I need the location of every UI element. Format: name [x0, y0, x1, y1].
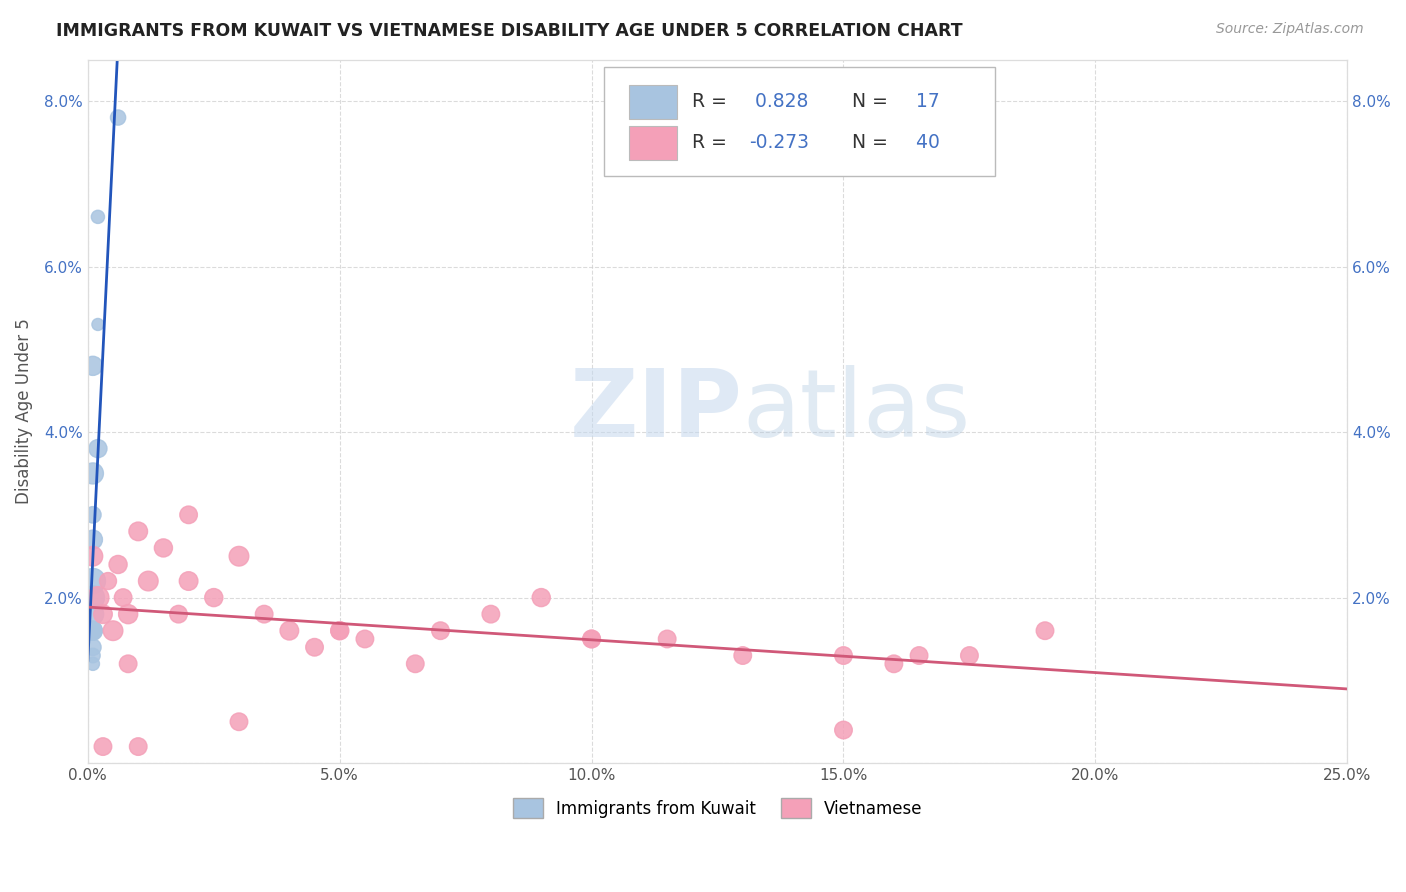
Text: 40: 40	[910, 133, 941, 153]
Y-axis label: Disability Age Under 5: Disability Age Under 5	[15, 318, 32, 504]
Point	[1033, 624, 1056, 638]
Text: atlas: atlas	[742, 366, 972, 458]
Text: 17: 17	[910, 92, 941, 112]
Text: N =: N =	[852, 92, 894, 112]
Point	[127, 739, 149, 754]
Point	[530, 591, 553, 605]
Point	[87, 318, 110, 332]
Point	[82, 657, 104, 671]
Point	[177, 574, 200, 588]
Point	[657, 632, 679, 646]
Point	[329, 624, 352, 638]
Point	[581, 632, 603, 646]
Text: 0.828: 0.828	[749, 92, 808, 112]
Point	[167, 607, 190, 622]
Legend: Immigrants from Kuwait, Vietnamese: Immigrants from Kuwait, Vietnamese	[506, 791, 929, 825]
Point	[82, 648, 104, 663]
Point	[82, 591, 104, 605]
Point	[832, 648, 855, 663]
Point	[202, 591, 225, 605]
FancyBboxPatch shape	[605, 67, 994, 176]
Point	[354, 632, 377, 646]
Point	[107, 111, 129, 125]
Text: IMMIGRANTS FROM KUWAIT VS VIETNAMESE DISABILITY AGE UNDER 5 CORRELATION CHART: IMMIGRANTS FROM KUWAIT VS VIETNAMESE DIS…	[56, 22, 963, 40]
Point	[136, 574, 159, 588]
Point	[228, 714, 250, 729]
Point	[101, 624, 124, 638]
Point	[253, 607, 276, 622]
Point	[82, 574, 104, 588]
Point	[82, 624, 104, 638]
Point	[832, 723, 855, 737]
Point	[883, 657, 905, 671]
Point	[117, 607, 139, 622]
Point	[91, 607, 114, 622]
Point	[177, 508, 200, 522]
FancyBboxPatch shape	[630, 126, 678, 160]
Text: -0.273: -0.273	[749, 133, 808, 153]
Point	[82, 640, 104, 655]
Point	[404, 657, 426, 671]
Text: R =: R =	[692, 92, 734, 112]
Point	[87, 210, 110, 224]
Point	[278, 624, 301, 638]
Point	[87, 442, 110, 456]
Point	[908, 648, 931, 663]
Point	[329, 624, 352, 638]
Point	[304, 640, 326, 655]
Point	[112, 591, 135, 605]
Point	[91, 739, 114, 754]
Point	[82, 533, 104, 547]
Point	[479, 607, 502, 622]
Text: R =: R =	[692, 133, 734, 153]
Point	[82, 508, 104, 522]
Point	[82, 607, 104, 622]
Point	[959, 648, 981, 663]
Point	[152, 541, 174, 555]
Point	[581, 632, 603, 646]
Text: ZIP: ZIP	[569, 366, 742, 458]
Point	[228, 549, 250, 564]
Point	[97, 574, 120, 588]
Point	[731, 648, 754, 663]
Point	[82, 624, 104, 638]
Text: N =: N =	[852, 133, 894, 153]
Point	[82, 624, 104, 638]
Point	[87, 591, 110, 605]
Point	[117, 657, 139, 671]
Point	[82, 467, 104, 481]
Point	[82, 359, 104, 373]
Point	[127, 524, 149, 539]
Text: Source: ZipAtlas.com: Source: ZipAtlas.com	[1216, 22, 1364, 37]
Point	[429, 624, 451, 638]
Point	[82, 549, 104, 564]
Point	[107, 558, 129, 572]
FancyBboxPatch shape	[630, 85, 678, 119]
